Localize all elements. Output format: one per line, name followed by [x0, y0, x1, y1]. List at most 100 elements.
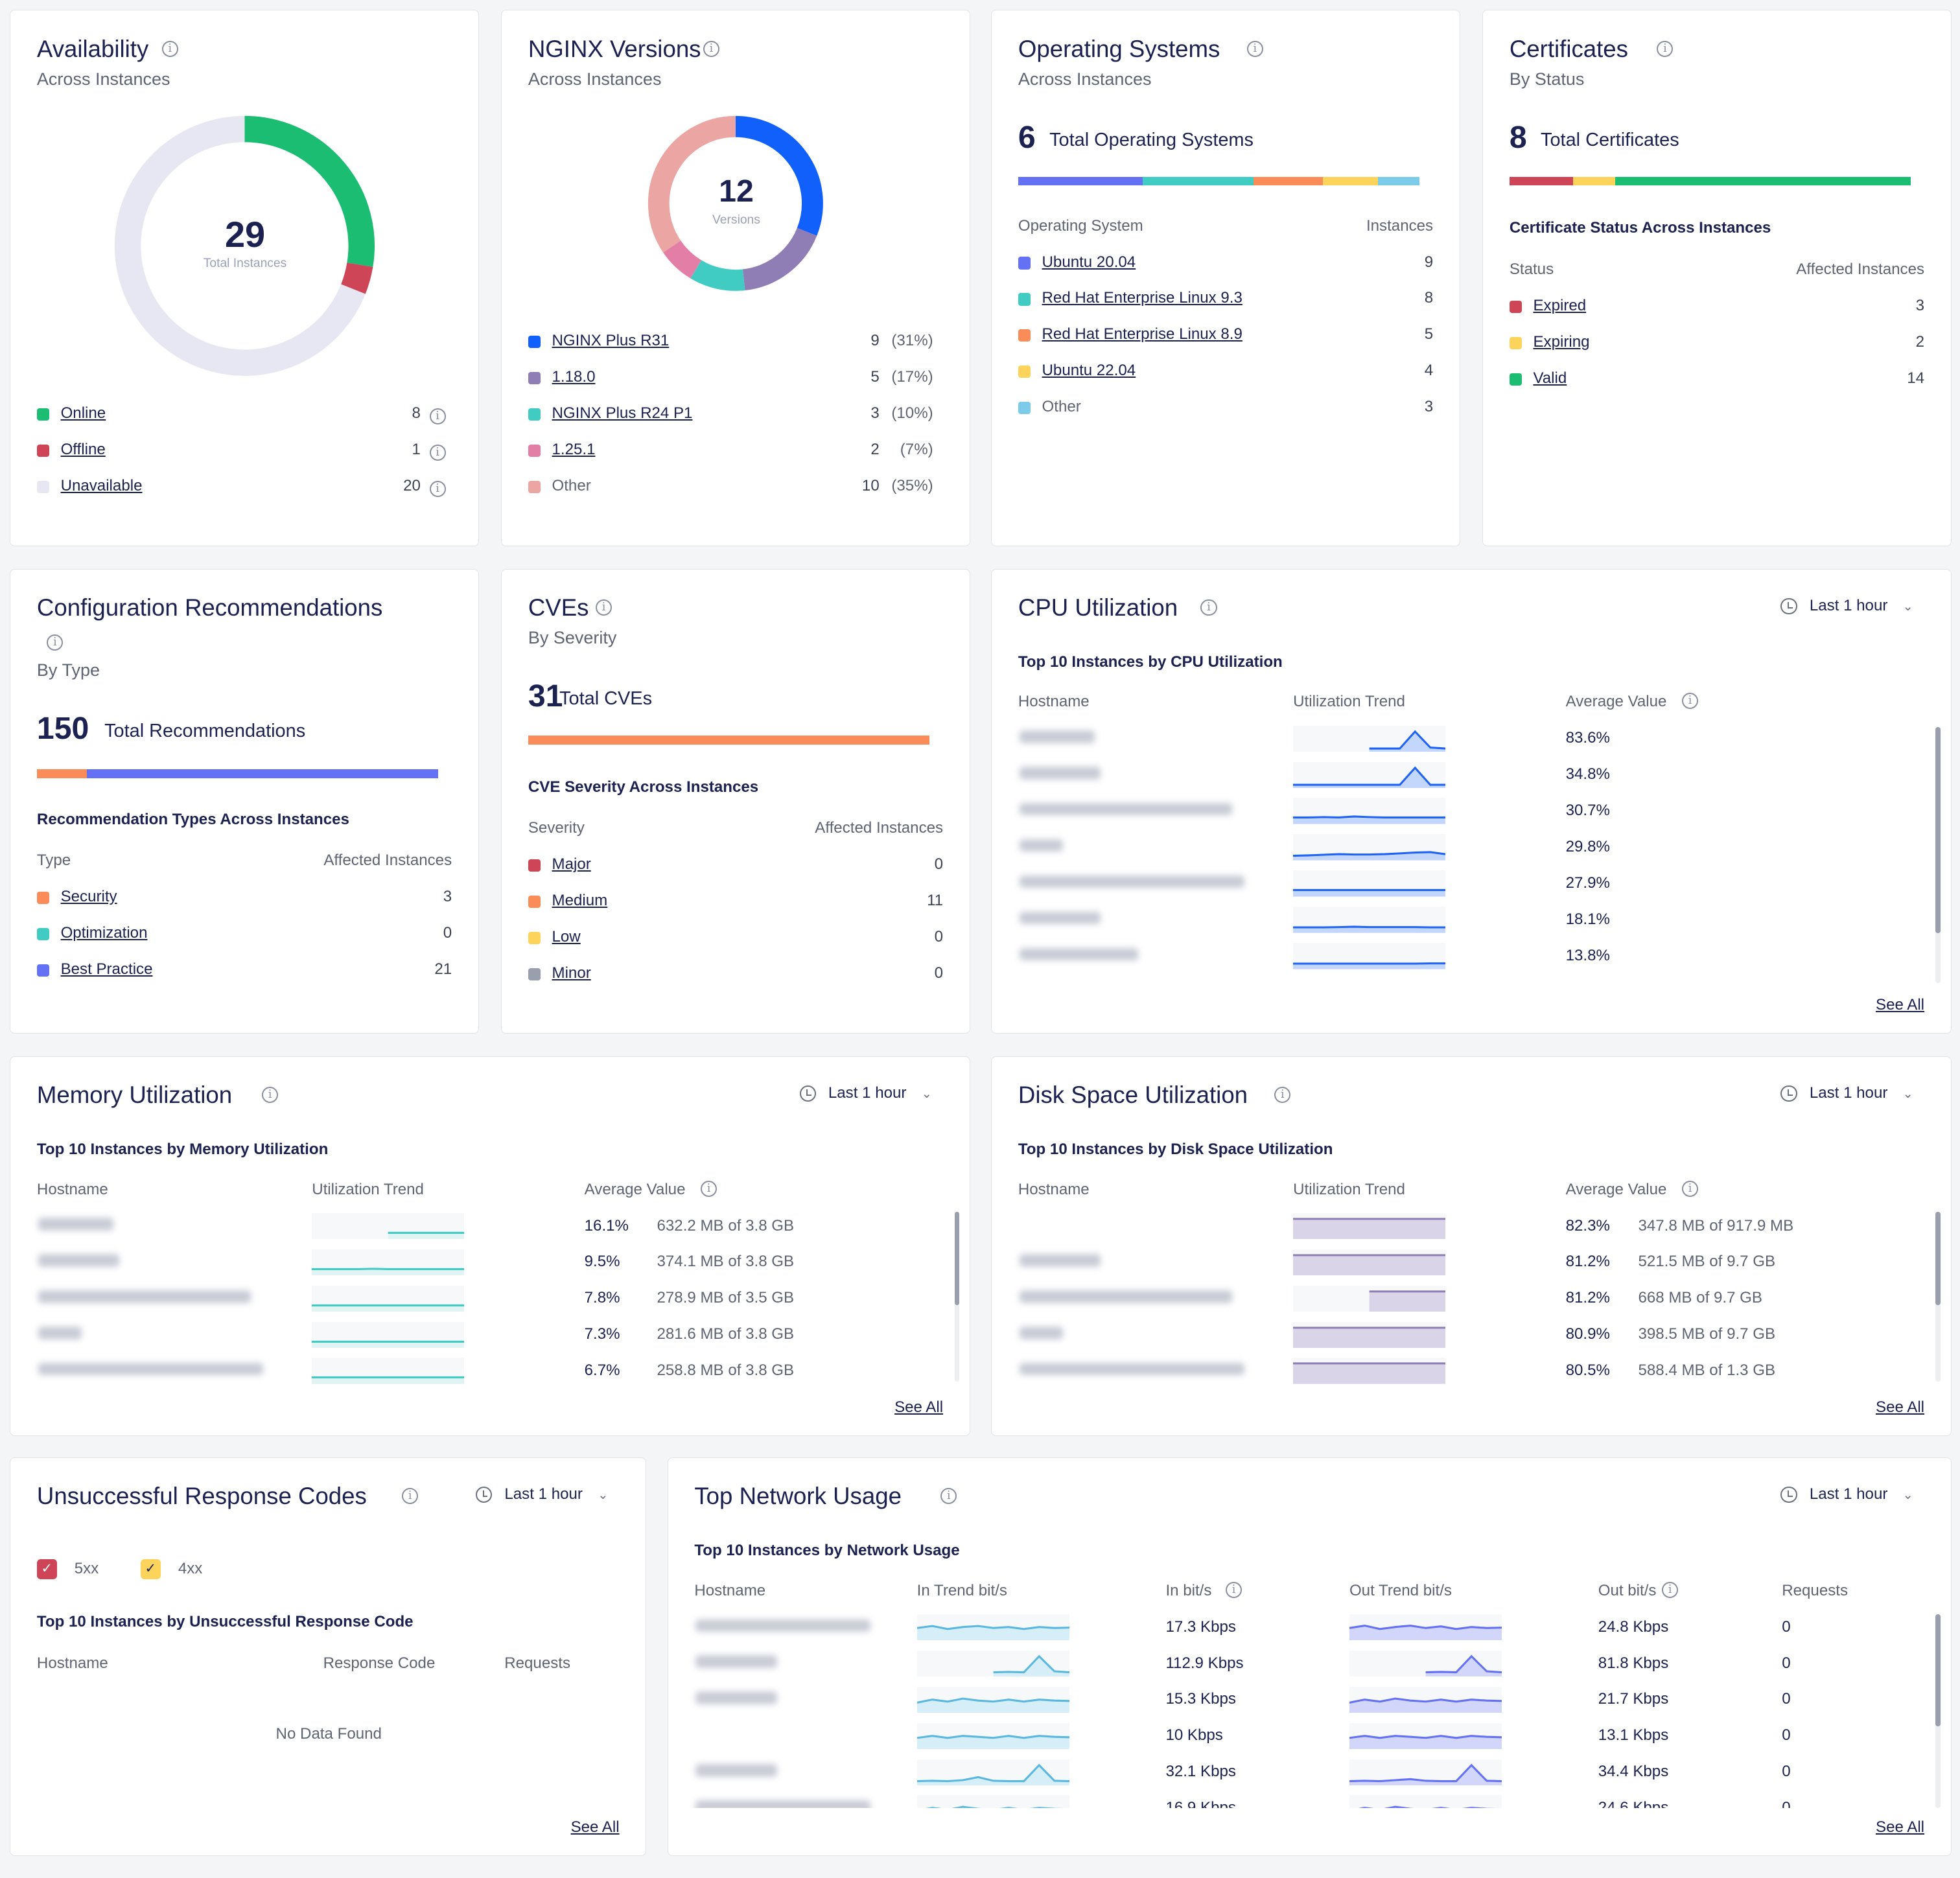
donut-segment-unavailable[interactable] [114, 115, 366, 376]
donut-segment-offline[interactable] [340, 262, 373, 294]
legend-link[interactable]: Unavailable [60, 476, 143, 494]
checkbox-checked-icon[interactable]: ✓ [36, 1559, 57, 1579]
legend-link[interactable]: 1.25.1 [552, 440, 596, 458]
out-trend-sparkline [1349, 1614, 1502, 1641]
stacked-bar-segment [1572, 176, 1615, 186]
info-icon[interactable]: i [1681, 1180, 1699, 1197]
scrollbar-thumb[interactable] [1935, 1211, 1941, 1306]
time-range-dropdown[interactable]: Last 1 hour ⌄ [1780, 1485, 1913, 1503]
time-range-dropdown[interactable]: Last 1 hour ⌄ [476, 1485, 608, 1503]
info-icon[interactable]: i [701, 1180, 718, 1197]
sparkline-area [312, 1305, 465, 1312]
info-icon[interactable]: i [1657, 40, 1674, 57]
donut-segment-online[interactable] [244, 115, 375, 267]
legend-link[interactable]: Security [60, 888, 117, 906]
see-all-link[interactable]: See All [1876, 1818, 1925, 1837]
donut-segment-1-18-0[interactable] [742, 227, 817, 290]
legend-link[interactable]: Expired [1533, 297, 1587, 315]
info-icon[interactable]: i [596, 599, 612, 616]
donut-segment-nginx-plus-r31[interactable] [735, 115, 823, 236]
info-icon[interactable]: i [161, 40, 178, 57]
legend-link: Other [1042, 398, 1081, 416]
see-all-link[interactable]: See All [1876, 1398, 1925, 1417]
legend-link[interactable]: Red Hat Enterprise Linux 8.9 [1042, 325, 1242, 343]
legend-link[interactable]: Low [552, 928, 581, 945]
legend-link[interactable]: Best Practice [60, 960, 153, 979]
average-value: 82.3% [1565, 1216, 1610, 1235]
info-icon[interactable]: i [1246, 40, 1263, 57]
legend-swatch [1509, 373, 1522, 386]
donut-segment-nginx-plus-r24-p1[interactable] [690, 259, 745, 291]
hostname-redacted [1019, 1290, 1232, 1303]
sparkline-area [1369, 731, 1446, 752]
info-icon[interactable]: i [1200, 599, 1217, 616]
scrollbar-thumb[interactable] [1935, 1614, 1941, 1727]
utilization-sparkline [1293, 1249, 1446, 1276]
time-range-dropdown[interactable]: Last 1 hour ⌄ [799, 1084, 932, 1102]
see-all-link[interactable]: See All [894, 1398, 944, 1417]
info-icon[interactable]: i [1226, 1581, 1242, 1598]
card-title: Top Network Usage [694, 1483, 902, 1510]
scrollbar[interactable] [1935, 1614, 1941, 1808]
legend-link[interactable]: NGINX Plus R24 P1 [552, 404, 693, 422]
legend-value: 2 [870, 440, 880, 458]
utilization-sparkline [1293, 907, 1446, 933]
sparkline-area [1293, 1327, 1446, 1349]
legend-link[interactable]: Ubuntu 20.04 [1042, 253, 1136, 271]
scrollbar-thumb[interactable] [1935, 726, 1941, 933]
info-icon[interactable]: i [703, 40, 719, 57]
legend-link[interactable]: NGINX Plus R31 [552, 332, 670, 350]
donut-segment-1-25-1[interactable] [663, 240, 702, 279]
scroll-fade [668, 1807, 1931, 1826]
legend-percent: (7%) [900, 440, 933, 458]
scrollbar[interactable] [1935, 726, 1941, 983]
legend-link[interactable]: Minor [552, 964, 591, 982]
clock-icon [476, 1487, 493, 1503]
legend-link[interactable]: Valid [1533, 369, 1567, 387]
legend-link[interactable]: Ubuntu 22.04 [1042, 362, 1136, 380]
column-header: Hostname [36, 1654, 108, 1672]
sparkline-area [993, 1656, 1069, 1677]
scrollbar[interactable] [954, 1211, 960, 1382]
info-icon[interactable]: i [429, 444, 446, 461]
legend-link[interactable]: Major [552, 855, 591, 874]
info-icon[interactable]: i [940, 1488, 957, 1505]
section-title: Top 10 Instances by CPU Utilization [1018, 653, 1283, 671]
info-icon[interactable]: i [402, 1488, 419, 1505]
info-icon[interactable]: i [1662, 1581, 1679, 1598]
utilization-sparkline [312, 1321, 465, 1349]
legend-link[interactable]: Online [60, 404, 106, 422]
chevron-down-icon: ⌄ [921, 1087, 932, 1102]
chevron-down-icon: ⌄ [1902, 1489, 1913, 1503]
see-all-link[interactable]: See All [1876, 996, 1925, 1014]
filter-checkbox-4xx[interactable]: ✓ 4xx [140, 1559, 202, 1579]
info-icon[interactable]: i [47, 634, 64, 651]
usage-detail: 668 MB of 9.7 GB [1638, 1289, 1762, 1307]
legend-link[interactable]: Optimization [60, 924, 148, 942]
info-icon[interactable]: i [429, 480, 446, 497]
hostname-redacted [1019, 839, 1064, 852]
network-usage-card: Top Network Usage i Last 1 hour ⌄ Top 10 Ins… [667, 1457, 1952, 1856]
donut-segment-other[interactable] [648, 115, 736, 253]
total-count: 150 [36, 711, 89, 747]
legend-link[interactable]: 1.18.0 [552, 368, 596, 386]
info-icon[interactable]: i [1274, 1086, 1291, 1103]
info-icon[interactable]: i [262, 1086, 279, 1103]
filter-checkbox-5xx[interactable]: ✓ 5xx [36, 1559, 99, 1579]
info-icon[interactable]: i [1681, 693, 1699, 710]
checkbox-checked-icon[interactable]: ✓ [140, 1559, 161, 1579]
legend-value: 3 [1915, 297, 1925, 315]
legend-link[interactable]: Offline [60, 440, 106, 458]
legend-link[interactable]: Medium [552, 892, 608, 910]
scrollbar[interactable] [1935, 1211, 1941, 1382]
scrollbar-thumb[interactable] [954, 1211, 960, 1306]
time-range-dropdown[interactable]: Last 1 hour ⌄ [1780, 1084, 1913, 1102]
info-icon[interactable]: i [429, 408, 446, 424]
memory-utilization-card: Memory Utilization i Last 1 hour ⌄ Top 10 In… [10, 1056, 970, 1436]
see-all-link[interactable]: See All [570, 1818, 620, 1837]
average-value: 27.9% [1565, 874, 1610, 892]
legend-link[interactable]: Red Hat Enterprise Linux 9.3 [1042, 289, 1242, 307]
legend-link[interactable]: Expiring [1533, 333, 1590, 351]
section-title: Top 10 Instances by Unsuccessful Respons… [36, 1612, 414, 1630]
time-range-dropdown[interactable]: Last 1 hour ⌄ [1780, 597, 1913, 615]
